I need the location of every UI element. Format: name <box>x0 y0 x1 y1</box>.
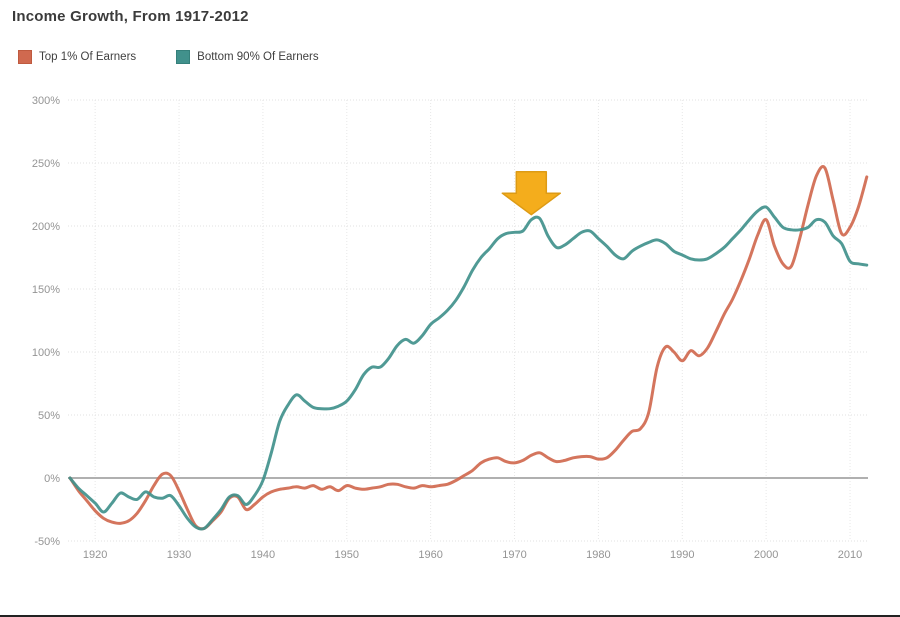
legend-label-bottom90: Bottom 90% Of Earners <box>197 51 319 63</box>
x-axis-label: 1960 <box>418 549 442 561</box>
down-arrow-annotation-icon <box>501 171 562 216</box>
chart-legend: Top 1% Of Earners Bottom 90% Of Earners <box>18 50 359 64</box>
x-axis-label: 1930 <box>167 549 191 561</box>
x-axis-label: 2000 <box>754 549 778 561</box>
page-title: Income Growth, From 1917-2012 <box>12 8 249 25</box>
legend-swatch-bottom90-icon <box>176 50 191 64</box>
legend-swatch-top1-icon <box>18 50 32 64</box>
y-axis-label: 100% <box>32 347 60 359</box>
y-axis-label: 200% <box>32 221 60 233</box>
x-gridlines <box>94 100 851 541</box>
x-axis-label: 2010 <box>838 549 862 561</box>
x-axis-label: 1970 <box>502 549 526 561</box>
y-axis-label: 0% <box>44 473 60 485</box>
y-axis-labels: 300% 250% 200% 150% 100% 50% 0% -50% <box>32 95 60 548</box>
x-axis-label: 1950 <box>335 549 359 561</box>
y-axis-label: 300% <box>32 95 60 107</box>
y-axis-label: 50% <box>38 410 60 422</box>
x-axis-labels: 1920 1930 1940 1950 1960 1970 1980 1990 2000 2010 <box>83 549 862 561</box>
y-axis-label: -50% <box>34 536 60 548</box>
legend-label-top1: Top 1% Of Earners <box>39 51 137 63</box>
legend-item-bottom90: Bottom 90% Of Earners <box>176 50 319 64</box>
x-axis-label: 1990 <box>670 549 694 561</box>
series-line-bottom90-percent <box>68 205 869 531</box>
y-axis-label: 250% <box>32 158 60 170</box>
y-axis-label: 150% <box>32 284 60 296</box>
x-axis-label: 1980 <box>586 549 610 561</box>
x-axis-label: 1940 <box>251 549 275 561</box>
x-axis-label: 1920 <box>83 549 107 561</box>
legend-item-top1: Top 1% Of Earners <box>18 50 136 64</box>
y-gridlines <box>68 99 868 542</box>
